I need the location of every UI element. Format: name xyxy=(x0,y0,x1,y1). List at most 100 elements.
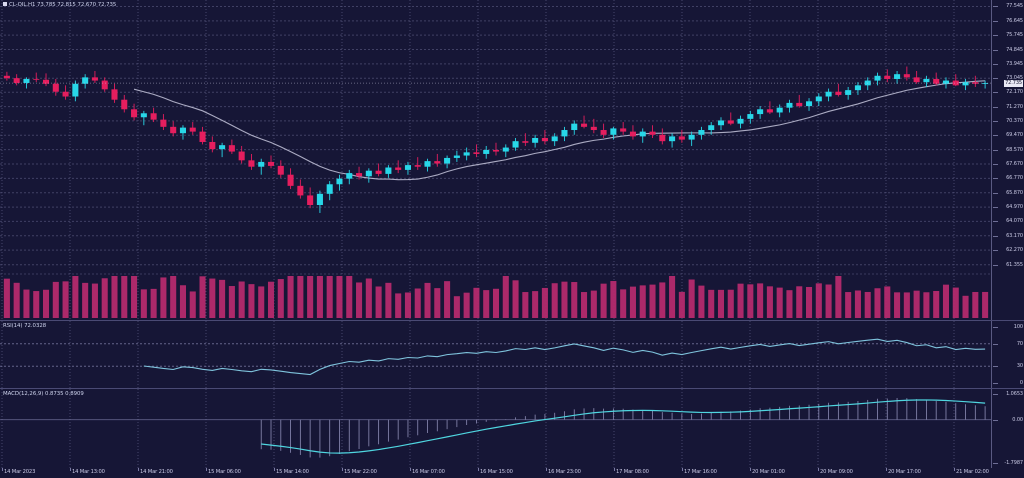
price-axis-label: 61.355 xyxy=(1006,261,1023,268)
price-axis-label: 68.570 xyxy=(1006,146,1023,153)
price-axis-tick xyxy=(993,207,998,209)
price-axis-label: 62.270 xyxy=(1006,247,1023,254)
time-axis-tick xyxy=(138,468,139,471)
time-axis-tick xyxy=(750,468,751,471)
time-axis-label: 17 Mar 08:00 xyxy=(616,469,649,475)
price-chart-panel[interactable] xyxy=(0,0,992,320)
price-axis-tick xyxy=(993,92,998,94)
price-axis-label: 77.545 xyxy=(1006,3,1023,10)
price-axis-label: 76.645 xyxy=(1006,17,1023,24)
time-axis-tick xyxy=(614,468,615,471)
macd-axis-tick xyxy=(993,394,998,395)
rsi-axis-tick xyxy=(993,327,998,328)
time-axis-tick xyxy=(546,468,547,471)
price-axis-tick xyxy=(993,192,998,194)
time-axis-tick xyxy=(342,468,343,471)
price-canvas[interactable] xyxy=(0,0,992,320)
time-axis-tick xyxy=(818,468,819,471)
macd-axis-tick xyxy=(993,419,998,421)
price-axis: 77.545 76.645 75.745 74.845 73.945 73.045 72.1… xyxy=(991,0,1024,320)
rsi-axis-label: 0 xyxy=(1019,380,1023,386)
time-axis-label: 16 Mar 23:00 xyxy=(548,469,581,475)
price-axis-label: 73.045 xyxy=(1006,75,1023,82)
time-axis-label: 14 Mar 13:00 xyxy=(72,469,105,475)
time-axis-label: 15 Mar 06:00 xyxy=(208,469,241,475)
rsi-axis: 100 70 30 0 xyxy=(991,321,1024,388)
price-axis-tick xyxy=(993,35,998,37)
price-axis-label: 64.070 xyxy=(1006,218,1023,225)
price-axis-tick xyxy=(993,221,998,223)
macd-axis: 1.0653 0.00 -1.7987 xyxy=(991,389,1024,468)
price-axis-tick xyxy=(993,135,998,137)
current-price-label: 72.735 xyxy=(1004,79,1023,87)
macd-canvas[interactable] xyxy=(0,389,992,468)
time-axis-tick xyxy=(2,468,3,471)
price-axis-label: 69.470 xyxy=(1006,132,1023,139)
rsi-axis-label: 30 xyxy=(1016,363,1023,370)
time-axis-tick xyxy=(206,468,207,471)
time-axis-tick xyxy=(410,468,411,471)
price-axis-tick xyxy=(993,264,998,266)
price-axis-tick xyxy=(993,120,998,122)
macd-header-label: MACD(12,26,9) 0.8735 0.8909 xyxy=(3,391,84,397)
rsi-canvas[interactable] xyxy=(0,321,992,388)
panel-divider-rsi xyxy=(0,320,1024,321)
price-axis-tick xyxy=(993,235,998,237)
price-axis-label: 74.845 xyxy=(1006,46,1023,53)
price-axis-label: 73.945 xyxy=(1006,60,1023,67)
time-axis-tick xyxy=(682,468,683,471)
price-axis-label: 65.870 xyxy=(1006,189,1023,196)
rsi-axis-tick xyxy=(993,343,998,345)
price-axis-tick xyxy=(993,106,998,108)
macd-panel[interactable] xyxy=(0,389,992,468)
time-axis-label: 17 Mar 16:00 xyxy=(684,469,717,475)
rsi-axis-tick xyxy=(993,366,998,368)
price-axis-label: 67.670 xyxy=(1006,160,1023,167)
time-axis: 14 Mar 2023 14 Mar 13:00 14 Mar 21:00 15 Ma… xyxy=(0,468,1024,478)
time-axis-label: 21 Mar 02:00 xyxy=(956,469,989,475)
price-axis-tick xyxy=(993,49,998,51)
price-axis-label: 70.370 xyxy=(1006,117,1023,124)
time-axis-label: 16 Mar 15:00 xyxy=(480,469,513,475)
time-axis-label: 20 Mar 17:00 xyxy=(888,469,921,475)
time-axis-label: 15 Mar 14:00 xyxy=(276,469,309,475)
price-axis-tick xyxy=(993,250,998,252)
time-axis-tick xyxy=(274,468,275,471)
time-axis-tick xyxy=(886,468,887,471)
price-axis-tick xyxy=(993,20,998,22)
price-axis-label: 64.970 xyxy=(1006,204,1023,211)
macd-axis-label: 0.00 xyxy=(1012,416,1023,423)
symbol-header-text: CL-OIL,H1 73.785 72.815 72.670 72.735 xyxy=(9,2,117,8)
time-axis-tick xyxy=(70,468,71,471)
price-axis-tick xyxy=(993,163,998,165)
time-axis-tick xyxy=(954,468,955,471)
time-axis-label: 20 Mar 09:00 xyxy=(820,469,853,475)
price-axis-label: 71.270 xyxy=(1006,103,1023,110)
rsi-axis-label: 100 xyxy=(1013,324,1023,330)
time-axis-label: 20 Mar 01:00 xyxy=(752,469,785,475)
price-axis-tick xyxy=(993,6,998,8)
rsi-panel[interactable] xyxy=(0,321,992,388)
price-axis-tick xyxy=(993,149,998,151)
price-axis-tick xyxy=(993,178,998,180)
rsi-axis-tick xyxy=(993,383,998,384)
price-axis-label: 75.745 xyxy=(1006,32,1023,39)
rsi-header-label: RSI(14) 72.0328 xyxy=(3,323,47,329)
time-axis-tick xyxy=(478,468,479,471)
price-axis-label: 63.170 xyxy=(1006,232,1023,239)
symbol-header: CL-OIL,H1 73.785 72.815 72.670 72.735 xyxy=(3,2,116,9)
time-axis-label: 14 Mar 21:00 xyxy=(140,469,173,475)
time-axis-label: 15 Mar 22:00 xyxy=(344,469,377,475)
price-axis-label: 72.170 xyxy=(1006,89,1023,96)
square-marker-icon xyxy=(3,2,7,6)
rsi-axis-label: 70 xyxy=(1016,340,1023,347)
price-axis-label: 66.770 xyxy=(1006,175,1023,182)
macd-axis-label: 1.0653 xyxy=(1006,391,1023,397)
macd-axis-tick xyxy=(993,463,998,464)
macd-axis-label: -1.7987 xyxy=(1004,460,1023,466)
time-axis-label: 14 Mar 2023 xyxy=(4,469,36,475)
time-axis-label: 16 Mar 07:00 xyxy=(412,469,445,475)
price-axis-tick xyxy=(993,78,998,80)
panel-divider-macd xyxy=(0,388,1024,389)
